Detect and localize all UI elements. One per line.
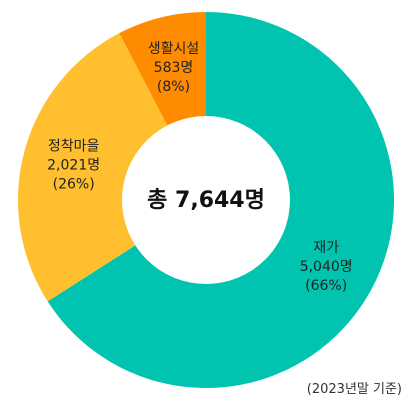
footnote-date: (2023년말 기준) [307,382,402,397]
slice-home-percent-label: (66%) [305,278,347,294]
slice-village-value-label: 2,021명 [47,158,100,174]
slice-village [17,33,207,302]
slice-village-name-label: 정착마을 [48,139,100,155]
slice-village-percent-label: (26%) [53,177,95,193]
slice-labels: 재가 5,040명 (66%) 정착마을 2,021명 (26%) 생활시설 583명 (8%) [47,41,353,294]
slice-facility-value-label: 583명 [154,60,194,76]
slice-facility-name-label: 생활시설 [148,41,200,57]
slice-home-name-label: 재가 [313,240,339,256]
slice-home-value-label: 5,040명 [300,259,353,275]
donut-hole [122,116,290,284]
center-total-label: 총 7,644명 [147,188,265,213]
slice-facility-percent-label: (8%) [157,79,190,95]
